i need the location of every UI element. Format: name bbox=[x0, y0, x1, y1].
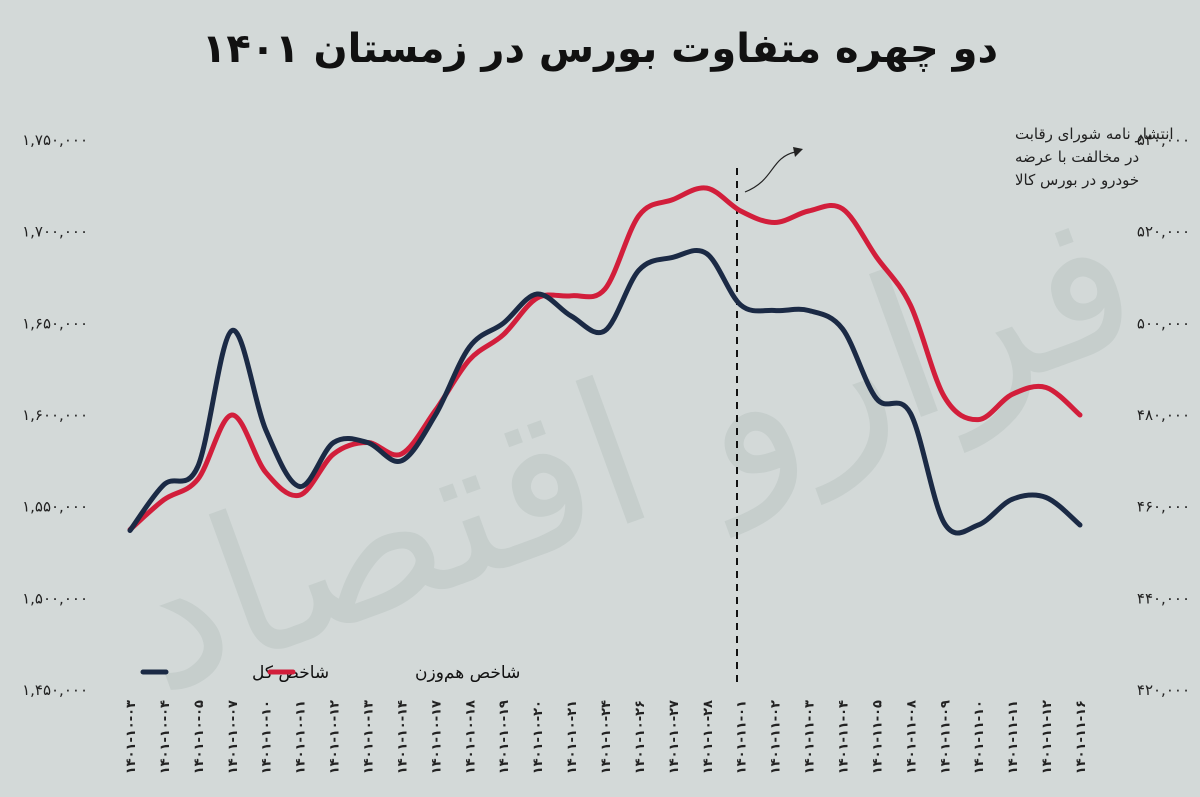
right-tick-label: ۴۸۰,۰۰۰ bbox=[1137, 406, 1190, 424]
x-tick-label: ۱۴۰۱-۱۱-۰۱ bbox=[735, 700, 750, 774]
annotation-line-3: خودرو در بورس کالا bbox=[1015, 171, 1139, 189]
x-axis-ticks: ۱۴۰۱-۱۰-۰۳ ۱۴۰۱-۱۰-۰۴ ۱۴۰۱-۱۰-۰۵ ۱۴۰۱-۱۰-۰۷… bbox=[124, 700, 1089, 774]
right-tick-label: ۵۰۰,۰۰۰ bbox=[1137, 314, 1190, 332]
x-tick-label: ۱۴۰۱-۱۰-۰۵ bbox=[192, 700, 207, 774]
x-tick-label: ۱۴۰۱-۱۰-۲۱ bbox=[565, 700, 580, 774]
right-axis-ticks: ۵۴۰,۰۰۰ ۵۲۰,۰۰۰ ۵۰۰,۰۰۰ ۴۸۰,۰۰۰ ۴۶۰,۰۰۰ ۴۴۰,۰… bbox=[1137, 131, 1190, 699]
right-tick-label: ۵۴۰,۰۰۰ bbox=[1137, 131, 1190, 149]
left-tick-label: ۱,۶۰۰,۰۰۰ bbox=[22, 406, 88, 424]
x-tick-label: ۱۴۰۱-۱۰-۲۴ bbox=[599, 700, 614, 774]
right-tick-label: ۴۶۰,۰۰۰ bbox=[1137, 498, 1190, 516]
x-tick-label: ۱۴۰۱-۱۰-۲۶ bbox=[633, 700, 648, 774]
x-tick-label: ۱۴۰۱-۱۰-۱۳ bbox=[362, 700, 377, 774]
x-tick-label: ۱۴۰۱-۱۱-۱۶ bbox=[1074, 700, 1089, 774]
left-tick-label: ۱,۷۰۰,۰۰۰ bbox=[22, 223, 88, 241]
legend-label-equal-weight: شاخص هم‌وزن bbox=[415, 663, 520, 683]
x-tick-label: ۱۴۰۱-۱۱-۱۱ bbox=[1006, 700, 1021, 774]
x-tick-label: ۱۴۰۱-۱۰-۲۷ bbox=[667, 700, 682, 774]
series-line-total-index bbox=[127, 248, 1083, 536]
right-tick-label: ۵۲۰,۰۰۰ bbox=[1137, 223, 1190, 241]
legend: شاخص کل شاخص هم‌وزن bbox=[140, 663, 520, 683]
x-tick-label: ۱۴۰۱-۱۱-۰۵ bbox=[870, 700, 885, 774]
x-tick-label: ۱۴۰۱-۱۱-۰۹ bbox=[938, 700, 953, 774]
right-tick-label: ۴۲۰,۰۰۰ bbox=[1137, 681, 1190, 699]
x-tick-label: ۱۴۰۱-۱۰-۰۳ bbox=[124, 700, 139, 774]
annotation-arrowhead bbox=[793, 147, 803, 157]
annotation-line-2: در مخالفت با عرضه bbox=[1015, 148, 1139, 166]
left-tick-label: ۱,۷۵۰,۰۰۰ bbox=[22, 131, 88, 149]
x-tick-label: ۱۴۰۱-۱۰-۰۴ bbox=[158, 700, 173, 774]
x-tick-label: ۱۴۰۱-۱۰-۱۰ bbox=[260, 700, 275, 774]
x-tick-label: ۱۴۰۱-۱۰-۲۰ bbox=[531, 700, 546, 774]
x-tick-label: ۱۴۰۱-۱۰-۱۱ bbox=[294, 700, 309, 774]
x-tick-label: ۱۴۰۱-۱۱-۰۲ bbox=[769, 700, 784, 774]
x-tick-label: ۱۴۰۱-۱۰-۰۷ bbox=[226, 700, 241, 774]
chart-title: دو چهره متفاوت بورس در زمستان ۱۴۰۱ bbox=[202, 26, 998, 72]
x-tick-label: ۱۴۰۱-۱۱-۱۲ bbox=[1040, 700, 1055, 774]
x-tick-label: ۱۴۰۱-۱۱-۰۸ bbox=[904, 700, 919, 774]
series-line-equal-weight-index bbox=[127, 185, 1083, 533]
left-tick-label: ۱,۴۵۰,۰۰۰ bbox=[22, 681, 88, 699]
annotation-arrow bbox=[744, 151, 796, 193]
x-tick-label: ۱۴۰۱-۱۱-۰۳ bbox=[803, 700, 818, 774]
x-tick-label: ۱۴۰۱-۱۰-۱۸ bbox=[463, 700, 478, 774]
x-tick-label: ۱۴۰۱-۱۱-۱۰ bbox=[972, 700, 987, 774]
right-tick-label: ۴۴۰,۰۰۰ bbox=[1137, 589, 1190, 607]
x-tick-label: ۱۴۰۱-۱۰-۱۴ bbox=[395, 700, 410, 774]
left-tick-label: ۱,۵۰۰,۰۰۰ bbox=[22, 589, 88, 607]
x-tick-label: ۱۴۰۱-۱۰-۲۸ bbox=[701, 700, 716, 774]
x-tick-label: ۱۴۰۱-۱۰-۱۷ bbox=[429, 700, 444, 774]
series-lines bbox=[127, 185, 1083, 536]
left-axis-ticks: ۱,۷۵۰,۰۰۰ ۱,۷۰۰,۰۰۰ ۱,۶۵۰,۰۰۰ ۱,۶۰۰,۰۰۰ ۱,۵۵… bbox=[22, 131, 88, 699]
x-tick-label: ۱۴۰۱-۱۰-۱۹ bbox=[497, 700, 512, 774]
left-tick-label: ۱,۵۵۰,۰۰۰ bbox=[22, 498, 88, 516]
x-tick-label: ۱۴۰۱-۱۰-۱۲ bbox=[328, 700, 343, 774]
annotation: انتشار نامه شورای رقابت در مخالفت با عرض… bbox=[1015, 125, 1174, 189]
annotation-line-1: انتشار نامه شورای رقابت bbox=[1015, 125, 1174, 143]
left-tick-label: ۱,۶۵۰,۰۰۰ bbox=[22, 314, 88, 332]
x-tick-label: ۱۴۰۱-۱۱-۰۴ bbox=[837, 700, 852, 774]
